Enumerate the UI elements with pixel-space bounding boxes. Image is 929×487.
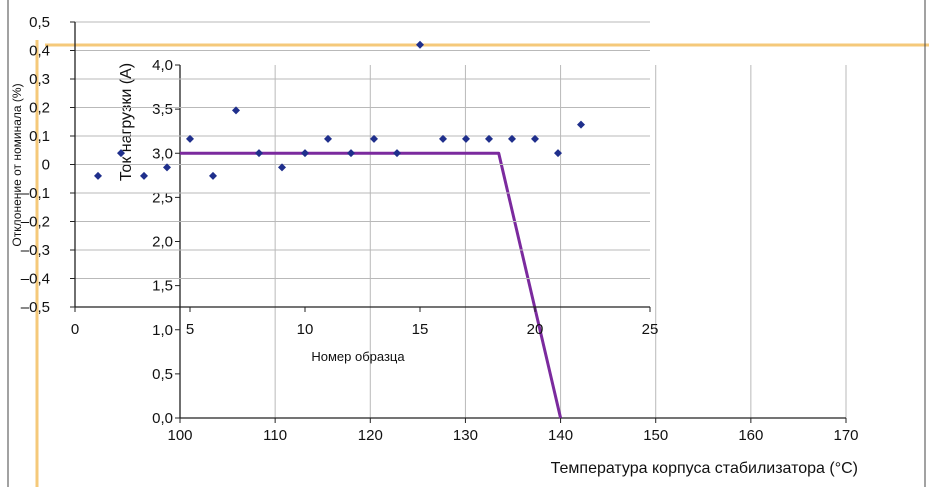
deviation-chart-y-tick-label: 0: [42, 157, 50, 174]
current-chart-x-tick-label: 100: [167, 427, 192, 444]
deviation-chart-gridlines: [75, 21, 650, 279]
deviation-data-point: [462, 134, 470, 143]
deviation-chart-y-ticks: 0,5 0,4 0,3 0,2 0,1 0 –0,1 –0,2 –0,3 –0,4 –0,5: [21, 14, 50, 316]
current-chart-y-tick-label: 0,0: [152, 410, 173, 427]
deviation-chart-y-tick-label: –0,3: [21, 242, 50, 259]
deviation-chart-x-tick-label: 10: [297, 321, 314, 338]
current-chart-y-tick-label: 1,0: [152, 322, 173, 339]
deviation-chart-series: [94, 40, 585, 180]
deviation-data-point: [370, 134, 378, 143]
deviation-data-point: [554, 149, 562, 158]
deviation-data-point: [439, 134, 447, 143]
current-chart-y-tick-label: 3,0: [152, 145, 173, 162]
deviation-data-point: [94, 171, 102, 180]
current-chart-axes: [175, 64, 847, 423]
current-chart-y-tick-label: 3,5: [152, 101, 173, 118]
current-chart-x-tick-label: 120: [358, 427, 383, 444]
deviation-chart-x-tick-label: 20: [527, 321, 544, 338]
current-chart-gridlines: [274, 65, 847, 418]
deviation-data-point: [278, 163, 286, 172]
deviation-chart-x-tick-label: 5: [186, 321, 194, 338]
deviation-chart-y-tick-label: –0,5: [21, 299, 50, 316]
deviation-chart-x-tick-label: 25: [642, 321, 659, 338]
chart-deviation: 0 5 10 15 20 25 0,5 0,4 0,3 0,2 0,1 0 –0,1 –0,2 –0,3 –…: [10, 14, 658, 364]
deviation-data-point: [347, 149, 355, 158]
current-chart-y-tick-label: 1,5: [152, 278, 173, 295]
deviation-chart-y-tick-label: 0,1: [29, 128, 50, 145]
current-chart-y-label: Ток нагрузки (А): [118, 63, 135, 181]
current-chart-x-tick-label: 160: [738, 427, 763, 444]
current-chart-series-line: [180, 151, 563, 419]
deviation-data-point: [209, 171, 217, 180]
deviation-data-point: [577, 120, 585, 129]
deviation-chart-x-tick-label: 0: [71, 321, 79, 338]
deviation-chart-x-tick-label: 15: [412, 321, 429, 338]
chart-load-current: 100 110 120 130 140 150 160 170 4,0 3,5 3,0 2,5 2,0…: [118, 57, 859, 477]
current-chart-x-tick-label: 150: [643, 427, 668, 444]
current-chart-y-tick-label: 2,5: [152, 189, 173, 206]
deviation-chart-x-label: Номер образца: [311, 349, 405, 364]
deviation-chart-axes: [70, 21, 651, 312]
deviation-chart-y-tick-label: 0,5: [29, 14, 50, 31]
deviation-data-point: [255, 149, 263, 158]
deviation-chart-y-tick-label: 0,2: [29, 100, 50, 117]
current-chart-x-tick-label: 130: [453, 427, 478, 444]
deviation-chart-y-tick-label: 0,3: [29, 71, 50, 88]
deviation-data-point: [140, 171, 148, 180]
deviation-chart-y-tick-label: 0,4: [29, 43, 50, 60]
deviation-data-point: [324, 134, 332, 143]
current-chart-x-label: Температура корпуса стабилизатора (°С): [551, 460, 858, 477]
deviation-data-point: [117, 149, 125, 158]
current-chart-y-tick-label: 0,5: [152, 366, 173, 383]
deviation-data-point: [163, 163, 171, 172]
current-chart-x-tick-label: 110: [263, 427, 287, 444]
deviation-chart-y-tick-label: –0,1: [21, 185, 50, 202]
deviation-chart-y-tick-label: –0,4: [21, 271, 50, 288]
deviation-chart-y-label: Отклонение от номинала (%): [10, 83, 24, 246]
deviation-data-point: [301, 149, 309, 158]
current-chart-y-tick-label: 4,0: [152, 57, 173, 74]
deviation-data-point: [232, 106, 240, 115]
current-chart-x-ticks: 100 110 120 130 140 150 160 170: [167, 427, 858, 444]
deviation-chart-x-ticks: 0 5 10 15 20 25: [71, 321, 659, 338]
deviation-data-point: [186, 134, 194, 143]
current-chart-y-ticks: 4,0 3,5 3,0 2,5 2,0 1,5 1,0 0,5 0,0: [152, 57, 173, 427]
deviation-data-point: [531, 134, 539, 143]
deviation-data-point: [508, 134, 516, 143]
deviation-chart-y-tick-label: –0,2: [21, 214, 50, 231]
deviation-data-point: [485, 134, 493, 143]
current-chart-x-tick-label: 170: [833, 427, 858, 444]
current-chart-series: [180, 151, 563, 419]
deviation-data-point: [416, 40, 424, 49]
current-chart-x-tick-label: 140: [548, 427, 573, 444]
current-chart-y-tick-label: 2,0: [152, 234, 173, 251]
deviation-data-point: [393, 149, 401, 158]
